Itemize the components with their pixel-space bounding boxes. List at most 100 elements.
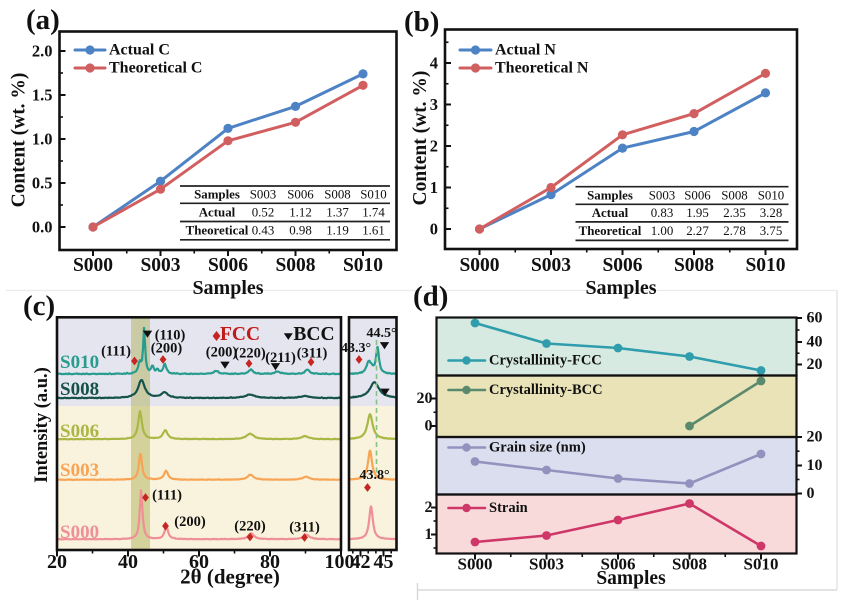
svg-text:BCC: BCC	[293, 324, 334, 345]
svg-text:3.28: 3.28	[760, 206, 783, 220]
svg-text:Actual C: Actual C	[109, 42, 170, 59]
svg-text:S000: S000	[60, 522, 99, 543]
svg-text:S006: S006	[208, 255, 248, 276]
svg-text:1: 1	[430, 178, 438, 197]
svg-text:(d): (d)	[413, 281, 448, 313]
svg-text:1.74: 1.74	[362, 205, 385, 219]
svg-text:Grain size (nm): Grain size (nm)	[489, 440, 586, 456]
svg-text:0: 0	[807, 485, 815, 502]
svg-text:(200): (200)	[151, 341, 183, 357]
svg-text:(a): (a)	[26, 4, 60, 36]
svg-text:S008: S008	[60, 379, 99, 400]
svg-text:S010: S010	[343, 255, 383, 276]
svg-text:Content (wt. %): Content (wt. %)	[9, 73, 30, 208]
svg-text:S010: S010	[60, 352, 99, 373]
svg-text:S003: S003	[529, 555, 564, 574]
svg-text:0.52: 0.52	[252, 205, 275, 219]
svg-text:2: 2	[425, 499, 433, 516]
svg-text:(111): (111)	[152, 488, 182, 504]
svg-text:Actual N: Actual N	[495, 42, 556, 59]
svg-text:1.95: 1.95	[686, 206, 709, 220]
svg-text:1.61: 1.61	[362, 224, 385, 238]
svg-text:Theoretical: Theoretical	[186, 224, 249, 238]
svg-text:S008: S008	[672, 555, 707, 574]
svg-text:1.0: 1.0	[32, 130, 53, 149]
svg-text:2: 2	[430, 137, 438, 156]
svg-text:S010: S010	[745, 255, 785, 276]
svg-text:0.83: 0.83	[651, 206, 674, 220]
svg-text:S003: S003	[140, 255, 180, 276]
svg-text:S003: S003	[649, 189, 676, 203]
svg-text:S010: S010	[758, 189, 785, 203]
svg-text:Theoretical: Theoretical	[579, 224, 642, 238]
svg-text:20: 20	[807, 429, 823, 446]
svg-text:(220): (220)	[234, 346, 266, 362]
svg-text:2.0: 2.0	[32, 42, 53, 61]
svg-text:1.19: 1.19	[326, 224, 349, 238]
svg-text:60: 60	[807, 310, 823, 327]
svg-text:(111): (111)	[101, 344, 131, 360]
svg-text:20: 20	[417, 390, 433, 407]
svg-text:S003: S003	[60, 460, 99, 481]
svg-text:0.5: 0.5	[32, 174, 53, 193]
svg-text:S000: S000	[459, 255, 499, 276]
svg-text:80: 80	[260, 551, 280, 573]
svg-text:FCC: FCC	[220, 324, 260, 345]
svg-text:3.75: 3.75	[760, 224, 783, 238]
svg-text:(200): (200)	[206, 345, 238, 361]
svg-text:4: 4	[430, 54, 438, 73]
svg-text:44.5°: 44.5°	[366, 326, 396, 341]
svg-text:(211): (211)	[265, 350, 296, 366]
svg-text:S006: S006	[684, 189, 711, 203]
svg-text:(311): (311)	[289, 520, 320, 536]
svg-text:1.00: 1.00	[651, 224, 674, 238]
svg-text:20: 20	[47, 551, 67, 573]
svg-text:0: 0	[425, 418, 433, 435]
svg-text:20: 20	[807, 356, 823, 373]
svg-text:Samples: Samples	[596, 568, 666, 589]
svg-text:(200): (200)	[174, 514, 206, 530]
svg-text:45: 45	[374, 551, 394, 573]
svg-text:(b): (b)	[404, 6, 439, 38]
svg-text:S000: S000	[73, 255, 113, 276]
svg-text:(110): (110)	[155, 328, 186, 344]
svg-text:Intensity (a.u.): Intensity (a.u.)	[32, 367, 52, 483]
svg-text:1: 1	[425, 526, 433, 543]
svg-text:Actual: Actual	[592, 206, 629, 220]
svg-text:S010: S010	[360, 188, 387, 202]
svg-text:3: 3	[430, 95, 438, 114]
svg-text:43.8°: 43.8°	[359, 468, 389, 483]
svg-text:2.35: 2.35	[723, 206, 746, 220]
svg-text:(220): (220)	[234, 519, 266, 535]
svg-text:Theoretical N: Theoretical N	[495, 60, 589, 77]
svg-text:S006: S006	[60, 421, 99, 442]
svg-text:1.37: 1.37	[326, 205, 349, 219]
svg-text:Samples: Samples	[192, 277, 263, 299]
svg-text:S000: S000	[458, 555, 493, 574]
svg-text:Crystallinity-BCC: Crystallinity-BCC	[489, 382, 603, 398]
svg-text:100: 100	[325, 551, 355, 573]
svg-text:2θ (degree): 2θ (degree)	[180, 565, 280, 589]
svg-text:S006: S006	[287, 188, 314, 202]
svg-text:2.78: 2.78	[723, 224, 746, 238]
svg-text:0.98: 0.98	[289, 224, 312, 238]
svg-text:S008: S008	[674, 255, 714, 276]
svg-text:0: 0	[430, 220, 438, 239]
svg-text:10: 10	[807, 457, 823, 474]
svg-text:43.3°: 43.3°	[341, 341, 371, 356]
svg-text:S003: S003	[531, 255, 571, 276]
svg-text:Theoretical C: Theoretical C	[109, 60, 202, 77]
svg-text:S008: S008	[275, 255, 315, 276]
svg-text:Content (wt. %): Content (wt. %)	[410, 71, 431, 206]
svg-text:1.5: 1.5	[32, 86, 53, 105]
svg-text:42: 42	[351, 551, 371, 573]
svg-text:40: 40	[118, 551, 138, 573]
svg-text:Strain: Strain	[489, 500, 528, 516]
svg-text:0.43: 0.43	[252, 224, 275, 238]
svg-text:S008: S008	[721, 189, 748, 203]
svg-text:60: 60	[189, 551, 209, 573]
svg-text:Crystallinity-FCC: Crystallinity-FCC	[489, 353, 602, 369]
svg-text:Samples: Samples	[585, 277, 656, 299]
svg-text:S003: S003	[250, 188, 277, 202]
svg-text:1.12: 1.12	[289, 205, 312, 219]
